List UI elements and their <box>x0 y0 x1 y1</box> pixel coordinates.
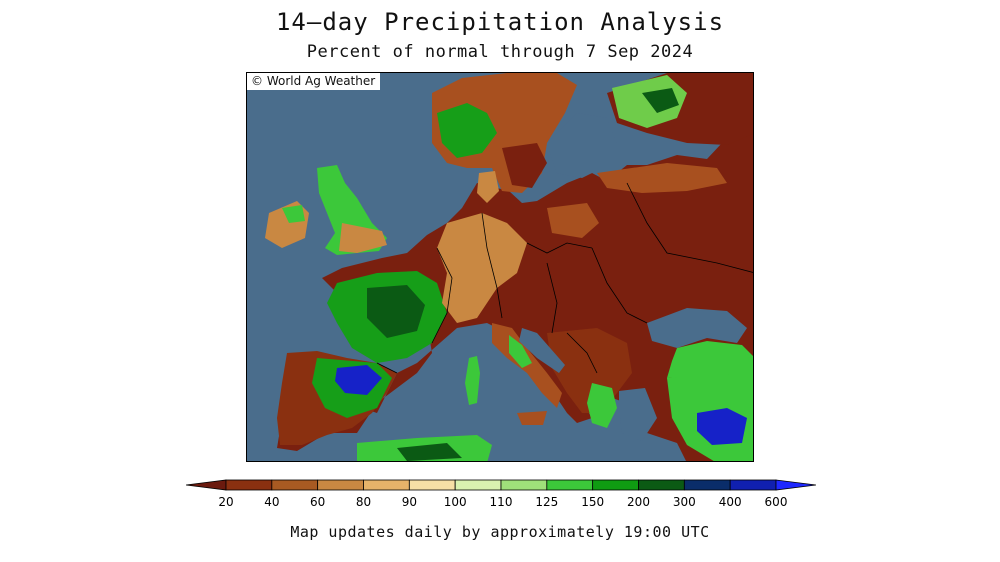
legend-swatch <box>546 479 594 491</box>
ireland-wet <box>282 205 305 223</box>
poland-dry-patch <box>547 203 599 238</box>
map-title: 14–day Precipitation Analysis <box>275 8 725 36</box>
finland-very-wet <box>642 88 679 113</box>
aegean-sea <box>619 388 657 441</box>
legend-tick-label: 20 <box>218 495 233 509</box>
legend-swatch <box>317 479 364 491</box>
italy-wet <box>509 335 532 368</box>
legend-tick-label: 125 <box>535 495 558 509</box>
legend-swatches <box>186 479 816 491</box>
legend-swatch <box>500 479 548 491</box>
iberia-extreme-wet <box>335 365 382 395</box>
land-corsica-sardinia <box>465 356 480 405</box>
precipitation-map <box>246 72 754 462</box>
adriatic-sea <box>519 328 565 373</box>
color-scale-legend: 20 40 60 80 90 100 110 125 150 200 300 400 600 <box>186 479 816 509</box>
legend-swatch <box>638 479 685 491</box>
black-sea <box>647 308 747 348</box>
country-borders <box>376 182 753 374</box>
central-near-normal <box>437 213 527 323</box>
map-subtitle: Percent of normal through 7 Sep 2024 <box>306 42 694 62</box>
north-africa-very-wet <box>397 443 462 461</box>
legend-arrow-high <box>775 479 816 491</box>
legend-tick-label: 300 <box>673 495 696 509</box>
norway-wet <box>437 103 497 158</box>
update-note: Map updates daily by approximately 19:00… <box>290 523 710 541</box>
legend-swatch <box>271 479 319 491</box>
land-mainland <box>277 133 753 461</box>
legend-tick-label: 60 <box>310 495 325 509</box>
legend-tick-label: 100 <box>444 495 467 509</box>
legend-tick-label: 600 <box>765 495 788 509</box>
legend-swatch <box>683 479 731 491</box>
greece-wet <box>587 383 617 428</box>
legend-tick-label: 40 <box>264 495 279 509</box>
land-denmark <box>477 171 499 203</box>
baltic-sea <box>547 113 617 178</box>
sweden-dry <box>502 143 547 188</box>
legend-swatch <box>729 479 777 491</box>
legend-swatch <box>408 479 456 491</box>
legend-arrow-low <box>186 479 227 491</box>
legend-tick-label: 80 <box>356 495 371 509</box>
legend-tick-label: 400 <box>719 495 742 509</box>
legend-swatch <box>363 479 410 491</box>
legend-tick-label: 110 <box>490 495 513 509</box>
legend-swatch <box>225 479 273 491</box>
east-dry-band <box>597 163 727 193</box>
black-sea-coast-wet <box>667 341 753 378</box>
legend-ticks: 20 40 60 80 90 100 110 125 150 200 300 400 600 <box>218 495 787 509</box>
legend-tick-label: 90 <box>402 495 417 509</box>
legend-swatch <box>454 479 502 491</box>
turkey-extreme-wet <box>697 408 747 445</box>
france-very-wet <box>367 285 425 338</box>
copyright-label: © World Ag Weather <box>247 73 381 90</box>
gb-south-dry <box>339 223 387 253</box>
legend-tick-label: 200 <box>627 495 650 509</box>
legend-tick-label: 150 <box>581 495 604 509</box>
legend-swatch <box>592 479 639 491</box>
land-sicily <box>517 411 547 425</box>
map-canvas <box>247 73 753 461</box>
